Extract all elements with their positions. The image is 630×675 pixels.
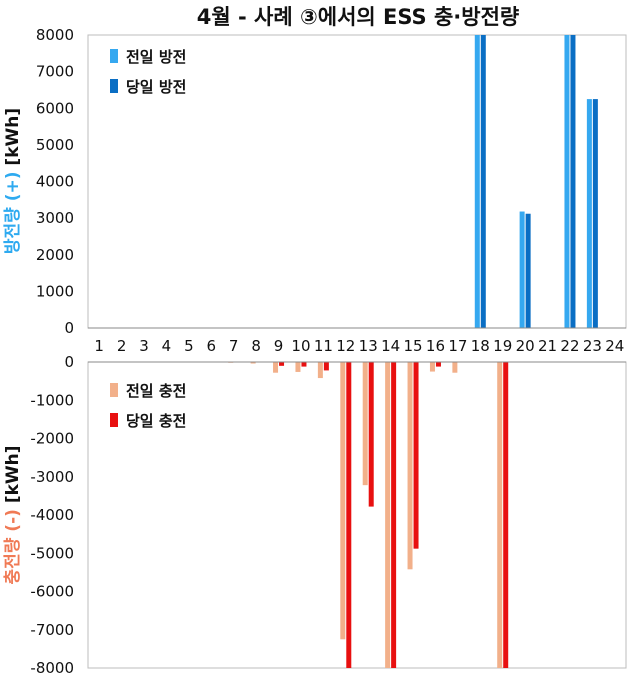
x-tick-label: 14 <box>381 337 400 355</box>
x-tick-label: 8 <box>251 337 261 355</box>
charge-ytick-label: -1000 <box>30 391 74 409</box>
discharge-y-axis-label-quantity: 방전량 (+) <box>3 172 23 255</box>
charge-bar-1 <box>391 362 397 668</box>
discharge-ytick-label: 4000 <box>36 173 74 191</box>
charge-ytick-label: -6000 <box>30 583 74 601</box>
x-tick-label: 2 <box>117 337 127 355</box>
charge-bar-0 <box>317 362 323 379</box>
charge-ytick-label: 0 <box>64 353 74 371</box>
x-tick-label: 19 <box>493 337 512 355</box>
x-tick-label: 3 <box>139 337 149 355</box>
x-tick-label: 17 <box>448 337 467 355</box>
legend-swatch <box>110 49 118 63</box>
charge-bar-0 <box>497 362 503 668</box>
x-tick-label: 5 <box>184 337 194 355</box>
charge-bar-1 <box>323 362 329 371</box>
charge-bar-1 <box>368 362 374 507</box>
x-tick-label: 7 <box>229 337 239 355</box>
legend-label: 당일 충전 <box>126 412 186 430</box>
legend-swatch <box>110 79 118 93</box>
charge-bar-0 <box>385 362 391 668</box>
charge-bar-1 <box>346 362 352 668</box>
charge-ytick-label: -7000 <box>30 621 74 639</box>
discharge-ytick-label: 1000 <box>36 282 74 300</box>
discharge-ytick-label: 7000 <box>36 63 74 81</box>
charge-bar-1 <box>301 362 307 367</box>
legend-swatch <box>110 413 118 427</box>
legend-label: 전일 충전 <box>126 382 186 400</box>
x-tick-label: 4 <box>162 337 172 355</box>
charge-bar-0 <box>295 362 301 372</box>
discharge-bar-0 <box>474 35 480 328</box>
discharge-ytick-label: 2000 <box>36 246 74 264</box>
charge-y-axis-label: 충전량 (-) [kWh] <box>3 445 23 584</box>
discharge-ytick-label: 5000 <box>36 136 74 154</box>
charge-y-axis-label-quantity: 충전량 (-) <box>3 509 23 584</box>
charge-bar-1 <box>413 362 419 549</box>
charge-ytick-label: -3000 <box>30 468 74 486</box>
x-tick-label: 13 <box>359 337 378 355</box>
discharge-bar-1 <box>592 99 598 328</box>
charge-bar-0 <box>340 362 346 640</box>
charge-bar-1 <box>435 362 441 367</box>
charge-bar-0 <box>407 362 413 570</box>
charge-bar-0 <box>362 362 368 486</box>
charge-ytick-label: -4000 <box>30 506 74 524</box>
x-tick-label: 6 <box>207 337 217 355</box>
x-tick-label: 1 <box>94 337 104 355</box>
legend-label: 당일 방전 <box>126 78 186 96</box>
charge-panel: 0 -1000 -2000 -3000 -4000 -5000 -6000 -7000 -800… <box>3 353 627 675</box>
legend-label: 전일 방전 <box>126 48 186 66</box>
discharge-bar-1 <box>480 35 486 328</box>
discharge-ytick-label: 3000 <box>36 209 74 227</box>
discharge-bar-1 <box>570 35 576 328</box>
charge-ytick-label: -8000 <box>30 659 74 675</box>
charge-ytick-label: -2000 <box>30 430 74 448</box>
x-tick-label: 22 <box>560 337 579 355</box>
discharge-bar-0 <box>586 99 592 328</box>
discharge-bar-1 <box>525 213 531 328</box>
charge-bar-0 <box>429 362 435 372</box>
x-tick-label: 18 <box>471 337 490 355</box>
x-tick-label: 10 <box>291 337 310 355</box>
x-tick-label: 21 <box>538 337 557 355</box>
charge-bar-0 <box>250 362 256 364</box>
charge-y-axis-label-unit: [kWh] <box>3 445 23 503</box>
charge-bar-1 <box>279 362 285 366</box>
x-tick-label: 15 <box>403 337 422 355</box>
x-tick-label: 9 <box>274 337 284 355</box>
charge-ytick-label: -5000 <box>30 544 74 562</box>
discharge-panel: 0 1000 2000 3000 4000 5000 6000 7000 8000 전일 방전당일… <box>3 26 627 337</box>
x-axis-categories: 1 2 3 4 5 6 7 8 9 10 11 12 13 14 15 16 17 18 19 20 21 22 23 24 <box>94 337 624 355</box>
charge-bar-0 <box>452 362 458 373</box>
discharge-ytick-label: 0 <box>64 319 74 337</box>
discharge-ytick-label: 8000 <box>36 26 74 44</box>
legend-swatch <box>110 383 118 397</box>
x-tick-label: 16 <box>426 337 445 355</box>
discharge-bar-0 <box>564 35 570 328</box>
x-tick-label: 23 <box>583 337 602 355</box>
chart-title: 4월 - 사례 ③에서의 ESS 충·방전량 <box>197 5 520 29</box>
discharge-ytick-label: 6000 <box>36 99 74 117</box>
x-tick-label: 11 <box>314 337 333 355</box>
x-tick-label: 20 <box>516 337 535 355</box>
discharge-y-axis-label-unit: [kWh] <box>3 108 23 166</box>
discharge-y-axis-label: 방전량 (+) [kWh] <box>3 108 23 254</box>
x-tick-label: 12 <box>336 337 355 355</box>
charge-bar-0 <box>273 362 279 373</box>
charge-bar-1 <box>503 362 509 668</box>
charge-plot-area <box>87 361 627 669</box>
discharge-bar-0 <box>519 211 525 328</box>
x-tick-label: 24 <box>605 337 624 355</box>
